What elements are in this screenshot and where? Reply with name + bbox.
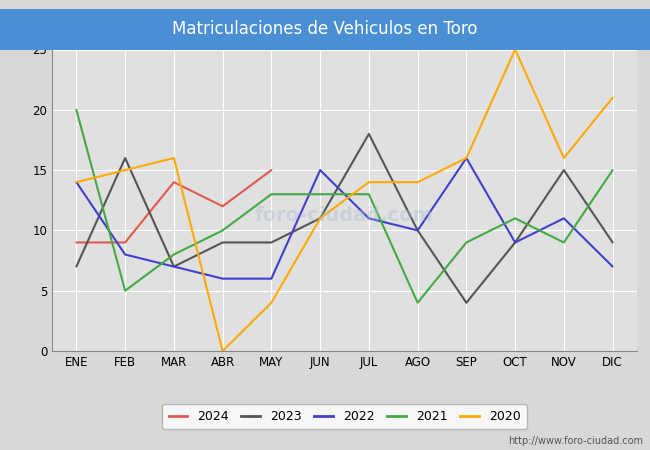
Legend: 2024, 2023, 2022, 2021, 2020: 2024, 2023, 2022, 2021, 2020 [162, 404, 526, 429]
Text: foro-ciudad.com: foro-ciudad.com [255, 206, 434, 225]
Text: http://www.foro-ciudad.com: http://www.foro-ciudad.com [508, 436, 644, 446]
Text: Matriculaciones de Vehiculos en Toro: Matriculaciones de Vehiculos en Toro [172, 20, 478, 38]
